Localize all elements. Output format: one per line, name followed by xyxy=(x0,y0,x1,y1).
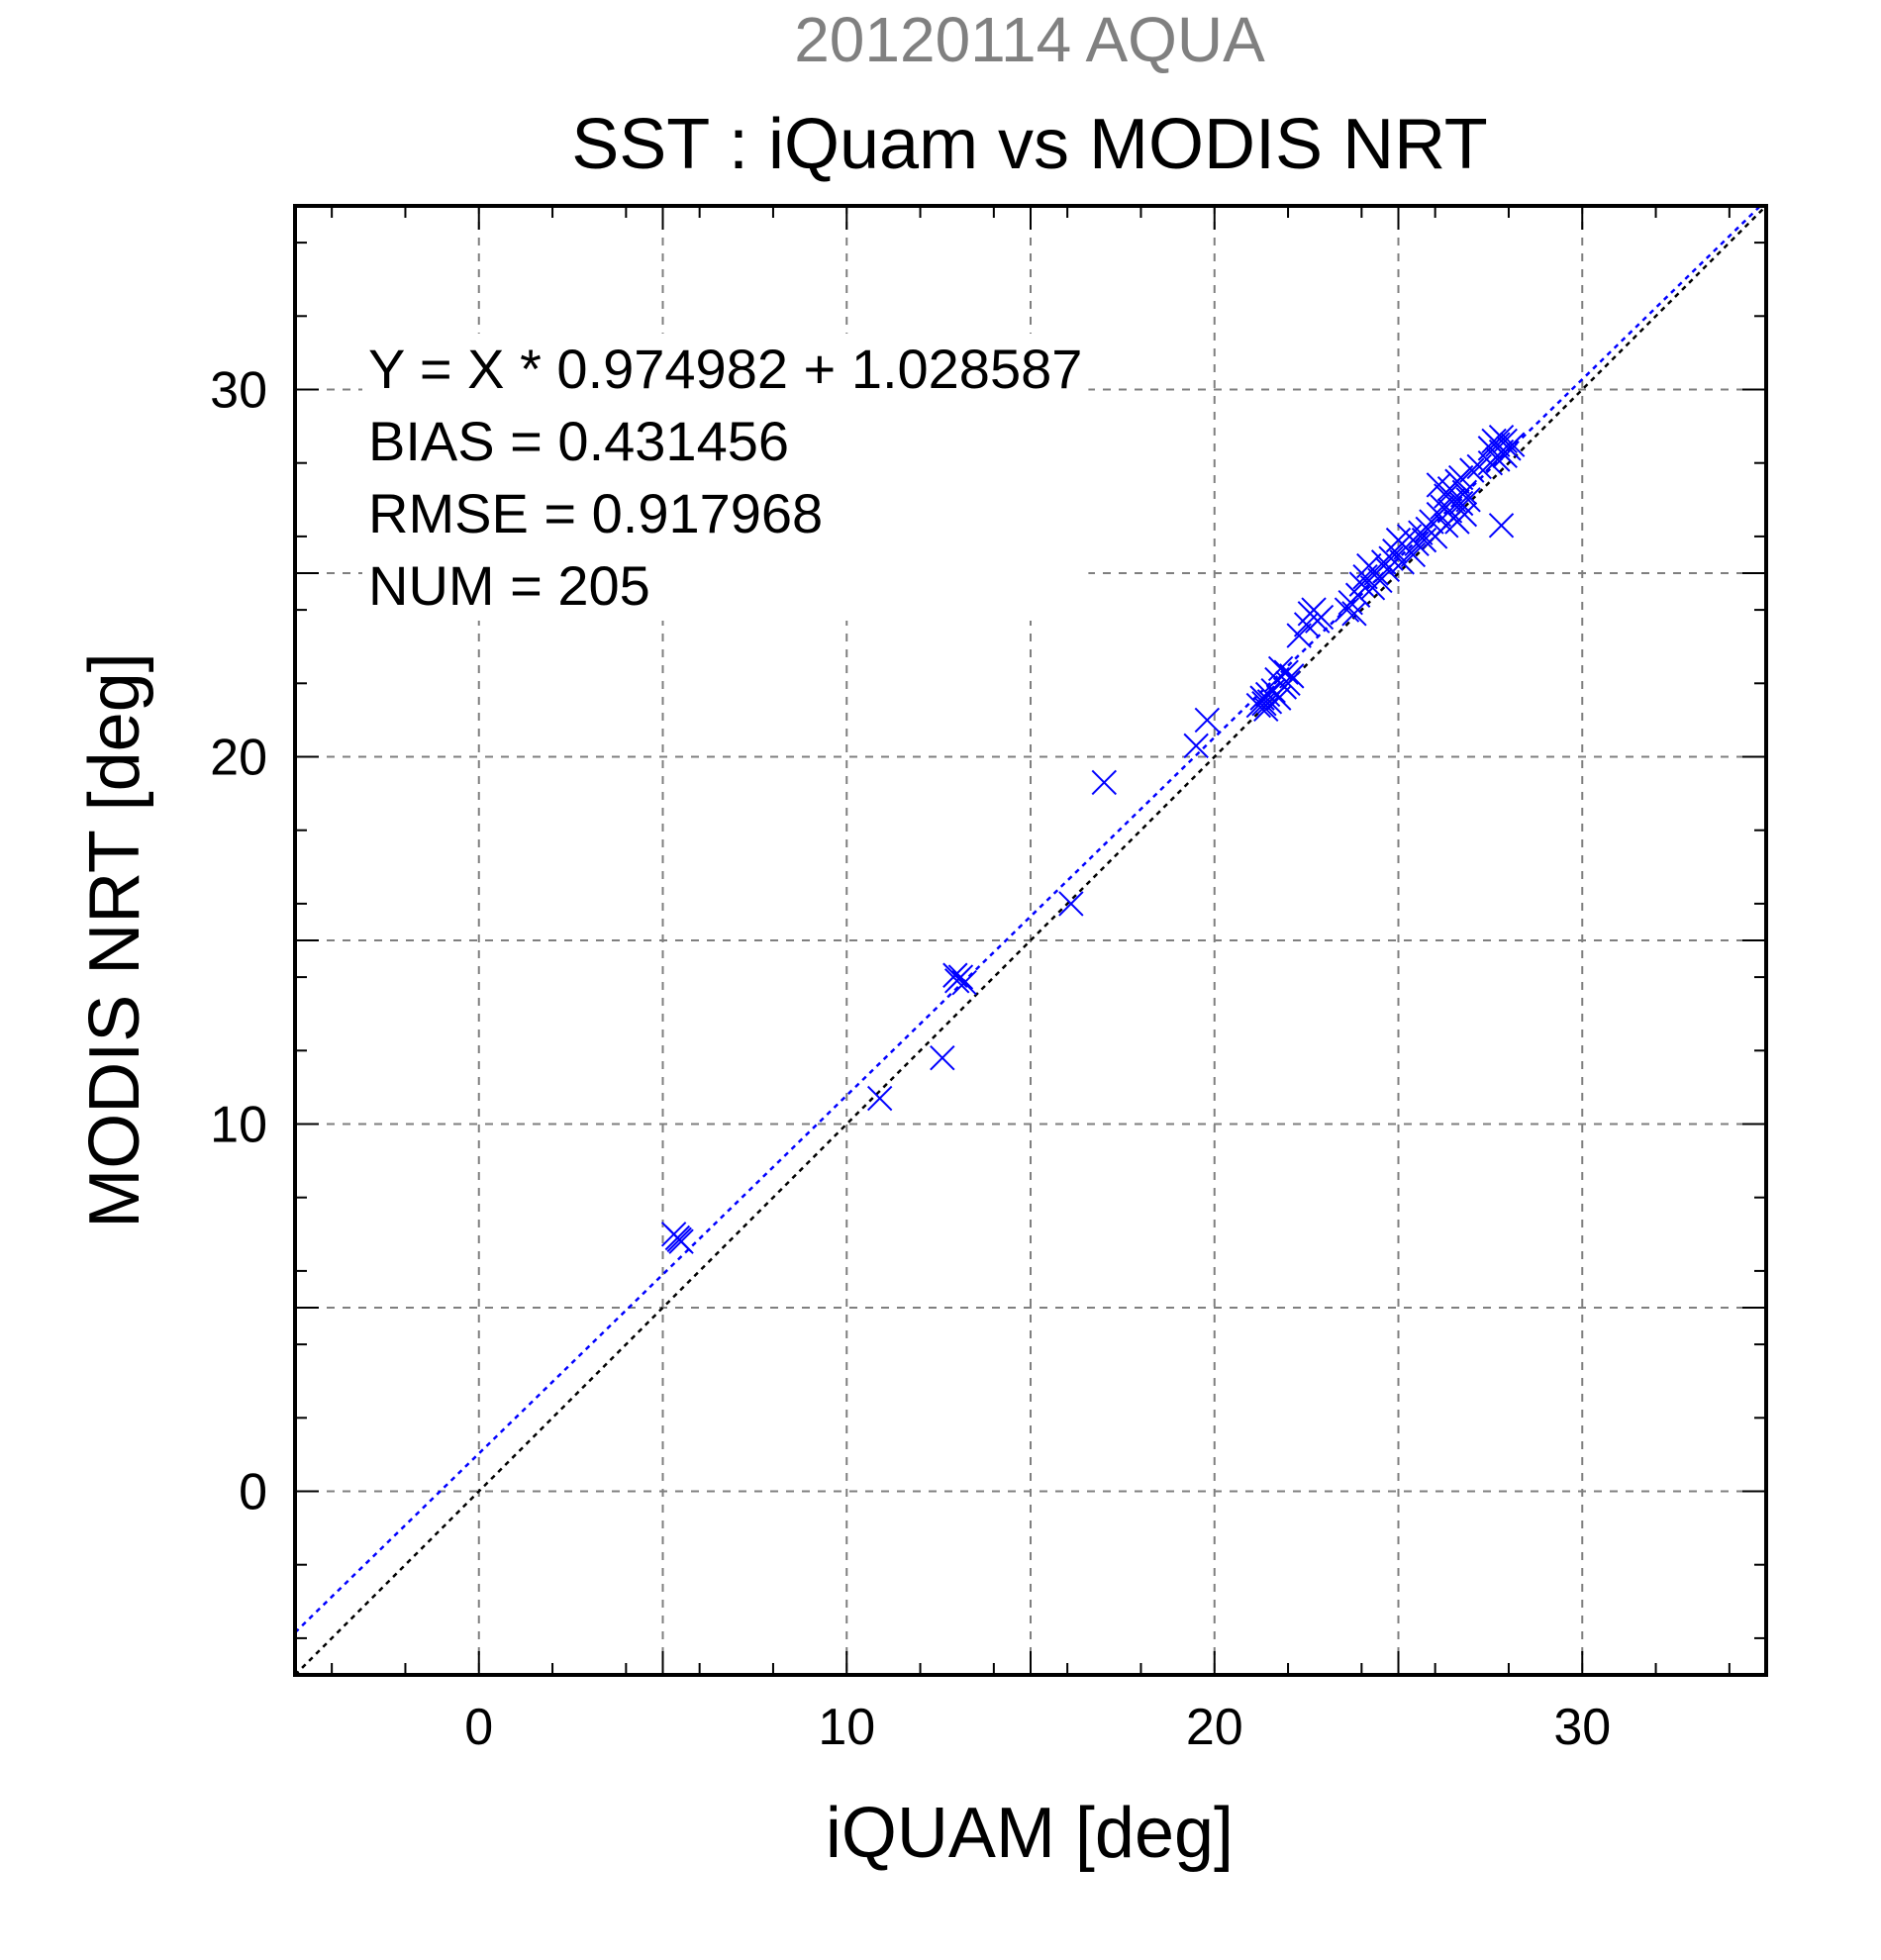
plot-area-frame xyxy=(293,204,1768,1677)
y-tick-label: 0 xyxy=(239,1464,267,1521)
data-point xyxy=(1058,891,1084,917)
stats-background xyxy=(362,334,1089,621)
data-point xyxy=(1492,428,1518,454)
data-point xyxy=(1091,769,1118,796)
data-point xyxy=(1251,690,1277,717)
data-point xyxy=(1447,464,1474,491)
x-tick-label: 0 xyxy=(464,1699,493,1756)
data-point xyxy=(1308,604,1335,631)
data-point xyxy=(1266,685,1292,711)
data-point xyxy=(1183,733,1209,759)
x-tick-label: 20 xyxy=(1186,1699,1243,1756)
data-point xyxy=(1286,623,1312,648)
data-point xyxy=(666,1226,692,1253)
data-point xyxy=(1334,597,1360,623)
data-point xyxy=(1451,501,1478,528)
y-tick-label: 20 xyxy=(210,730,267,787)
tick-labels: 0 10 20 30 0 10 20 30 xyxy=(210,362,1611,1757)
stats-annotation: Y = X * 0.974982 + 1.028587 BIAS = 0.431… xyxy=(362,334,1089,621)
data-point xyxy=(930,1045,955,1071)
data-point xyxy=(1279,663,1305,689)
data-point xyxy=(1488,513,1515,539)
x-tick-label: 30 xyxy=(1553,1699,1611,1756)
chart-supertitle: 20120114 AQUA xyxy=(794,4,1265,75)
data-point xyxy=(1499,432,1526,457)
data-point xyxy=(1194,707,1221,734)
y-axis-label: MODIS NRT [deg] xyxy=(75,652,154,1228)
data-point xyxy=(1389,549,1415,575)
data-point xyxy=(866,1085,893,1112)
y-tick-label: 10 xyxy=(210,1097,267,1154)
data-point xyxy=(1455,487,1481,513)
data-point xyxy=(942,962,968,988)
data-point xyxy=(1459,457,1485,483)
data-point xyxy=(1275,670,1301,697)
stat-fit-equation: Y = X * 0.974982 + 1.028587 xyxy=(368,338,1082,400)
data-point xyxy=(947,964,974,990)
y-tick-label: 30 xyxy=(210,362,267,420)
stat-bias: BIAS = 0.431456 xyxy=(368,410,789,472)
stat-num: NUM = 205 xyxy=(368,554,650,617)
identity-line xyxy=(294,205,1767,1676)
chart-title: SST : iQuam vs MODIS NRT xyxy=(571,105,1488,184)
stat-rmse: RMSE = 0.917968 xyxy=(368,482,823,544)
x-tick-label: 10 xyxy=(818,1699,875,1756)
data-point xyxy=(1273,659,1299,685)
x-axis-label: iQUAM [deg] xyxy=(826,1794,1234,1873)
data-point xyxy=(1451,479,1478,506)
data-points xyxy=(660,425,1526,1254)
